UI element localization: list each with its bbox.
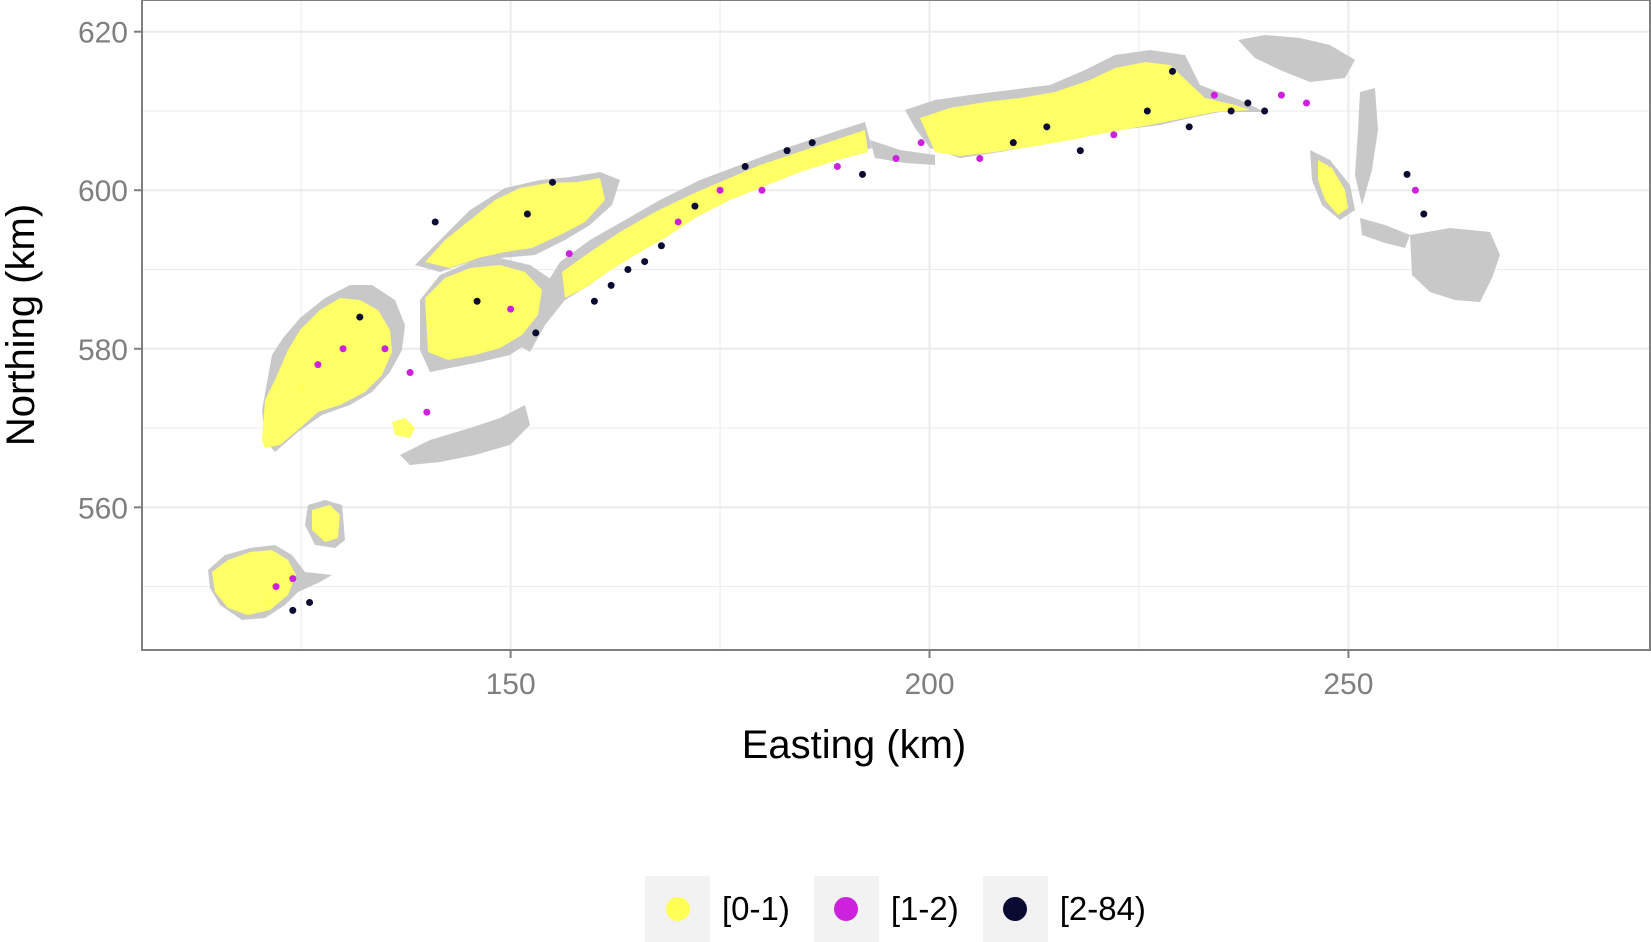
legend: [0-1) [1-2) [2-84) xyxy=(645,876,1170,942)
x-tick-label: 250 xyxy=(1323,668,1373,701)
fill-west-island xyxy=(262,298,392,448)
sample-point xyxy=(407,369,414,376)
legend-label-1-2: [1-2) xyxy=(891,890,959,928)
sample-point xyxy=(524,211,531,218)
sample-point xyxy=(1420,211,1427,218)
sample-point xyxy=(1412,187,1419,194)
sample-point xyxy=(591,298,598,305)
sample-point xyxy=(1110,131,1117,138)
sample-point xyxy=(859,171,866,178)
sample-point xyxy=(1211,92,1218,99)
legend-dot-magenta xyxy=(834,897,858,921)
legend-dot-yellow xyxy=(666,897,690,921)
sample-point xyxy=(1010,139,1017,146)
sample-point xyxy=(608,282,615,289)
land-polygons xyxy=(208,35,1500,620)
sample-point xyxy=(1077,147,1084,154)
sample-point xyxy=(1144,107,1151,114)
sample-point xyxy=(691,203,698,210)
legend-item-2-84: [2-84) xyxy=(983,876,1164,942)
sample-point xyxy=(834,163,841,170)
sample-point xyxy=(549,179,556,186)
sample-point xyxy=(381,345,388,352)
yellow-density-areas xyxy=(212,62,1348,615)
land-estuary-channel xyxy=(1360,218,1410,248)
sample-point xyxy=(423,409,430,416)
sample-point xyxy=(340,345,347,352)
y-tick-label: 580 xyxy=(78,334,128,367)
sample-point xyxy=(314,361,321,368)
legend-label-2-84: [2-84) xyxy=(1060,890,1146,928)
sample-point xyxy=(1278,92,1285,99)
legend-dot-navy xyxy=(1003,897,1027,921)
sample-point xyxy=(432,218,439,225)
sample-point xyxy=(624,266,631,273)
sample-point xyxy=(1186,123,1193,130)
fill-small-islet xyxy=(392,418,415,438)
x-axis-title: Easting (km) xyxy=(742,723,967,767)
sample-point xyxy=(758,187,765,194)
sample-point xyxy=(474,298,481,305)
sample-point xyxy=(784,147,791,154)
sample-point xyxy=(1169,68,1176,75)
sample-point xyxy=(289,575,296,582)
sample-point xyxy=(717,187,724,194)
x-tick-label: 200 xyxy=(904,668,954,701)
sample-point xyxy=(507,306,514,313)
sample-point xyxy=(1303,100,1310,107)
land-far-east xyxy=(1238,35,1355,82)
land-far-east-sliver xyxy=(1355,88,1378,205)
sample-point xyxy=(1244,100,1251,107)
sample-point xyxy=(976,155,983,162)
sample-point xyxy=(641,258,648,265)
sample-point xyxy=(675,218,682,225)
sample-point xyxy=(809,139,816,146)
sample-point xyxy=(918,139,925,146)
sample-point xyxy=(298,385,305,392)
legend-key-0-1 xyxy=(645,876,710,942)
fill-central-strip xyxy=(562,130,868,298)
sample-point xyxy=(1043,123,1050,130)
y-tick-label: 600 xyxy=(78,175,128,208)
y-tick-label: 560 xyxy=(78,492,128,525)
land-estuary xyxy=(1410,228,1500,302)
legend-item-1-2: [1-2) xyxy=(814,876,977,942)
legend-key-1-2 xyxy=(814,876,879,942)
sample-point xyxy=(658,242,665,249)
sample-point xyxy=(1261,107,1268,114)
sample-point xyxy=(264,599,271,606)
sample-point xyxy=(356,314,363,321)
legend-key-2-84 xyxy=(983,876,1048,942)
legend-label-0-1: [0-1) xyxy=(722,890,790,928)
legend-item-0-1: [0-1) xyxy=(645,876,808,942)
sample-point xyxy=(1228,107,1235,114)
sample-point xyxy=(893,155,900,162)
sample-point xyxy=(289,607,296,614)
x-tick-label: 150 xyxy=(486,668,536,701)
land-middle-spit xyxy=(870,140,935,165)
sample-point xyxy=(742,163,749,170)
sample-point xyxy=(273,583,280,590)
sample-point xyxy=(306,599,313,606)
sample-point xyxy=(1404,171,1411,178)
y-axis-title: Northing (km) xyxy=(0,204,43,446)
sample-point xyxy=(532,329,539,336)
y-tick-label: 620 xyxy=(78,17,128,50)
sample-point xyxy=(566,250,573,257)
